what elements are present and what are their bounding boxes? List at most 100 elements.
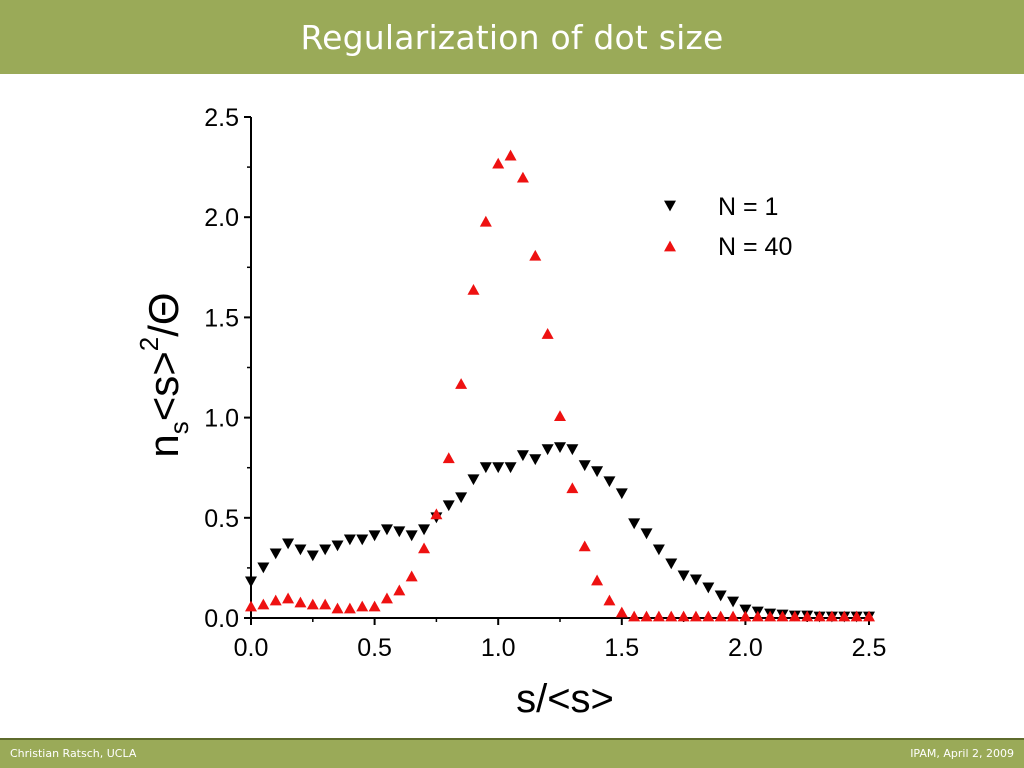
y-axis-title-sup: 2 xyxy=(134,337,164,351)
data-point xyxy=(615,488,628,500)
data-point xyxy=(356,600,369,612)
data-point xyxy=(578,540,591,552)
data-point xyxy=(405,570,418,582)
legend-label: N = 40 xyxy=(718,233,792,261)
data-point xyxy=(825,610,838,622)
y-tick-label: 1.0 xyxy=(204,405,239,433)
data-point xyxy=(714,590,727,602)
series-n-40 xyxy=(245,149,875,622)
data-point xyxy=(380,592,393,604)
y-tick-label: 0.5 xyxy=(204,505,239,533)
data-point xyxy=(727,596,740,608)
data-point xyxy=(764,610,777,622)
data-point xyxy=(442,452,455,464)
data-point xyxy=(467,474,480,486)
chart-series xyxy=(245,149,875,623)
data-point xyxy=(541,328,554,339)
x-tick-label: 0.5 xyxy=(357,634,392,662)
data-point xyxy=(319,544,332,556)
data-point xyxy=(294,596,307,608)
data-point xyxy=(739,610,752,622)
data-point xyxy=(430,508,443,520)
data-point xyxy=(257,598,270,610)
data-point xyxy=(751,610,764,622)
data-point xyxy=(628,518,641,530)
data-point xyxy=(356,534,369,546)
data-point xyxy=(529,454,542,466)
data-point xyxy=(306,550,319,562)
data-point xyxy=(603,594,616,606)
data-point xyxy=(492,462,505,474)
data-point xyxy=(566,444,579,456)
data-point xyxy=(455,378,468,389)
data-point xyxy=(405,530,418,542)
data-point xyxy=(566,482,579,494)
x-tick-label: 1.0 xyxy=(481,634,516,662)
data-point xyxy=(615,606,628,618)
y-axis-title: ns<s>2/Θ xyxy=(134,292,194,457)
data-point xyxy=(380,524,393,536)
data-point xyxy=(554,442,566,454)
y-axis-title-end: /Θ xyxy=(140,292,187,336)
data-point xyxy=(368,600,381,612)
y-axis-title-main: n xyxy=(140,434,187,457)
data-point xyxy=(677,610,690,622)
title-bar: Regularization of dot size xyxy=(0,0,1024,74)
data-point xyxy=(727,610,740,622)
data-point xyxy=(418,524,431,536)
data-point xyxy=(541,444,554,456)
y-tick-label: 2.5 xyxy=(204,104,239,132)
y-axis-title-middle: <s> xyxy=(140,351,187,421)
chart-legend: N = 1 N = 40 xyxy=(664,193,792,261)
data-point xyxy=(479,462,492,474)
data-point xyxy=(331,602,344,614)
legend-label: N = 1 xyxy=(718,193,778,221)
x-tick-label: 0.0 xyxy=(234,634,269,662)
data-point xyxy=(788,610,801,622)
series-n-1 xyxy=(245,442,875,623)
data-point xyxy=(294,544,307,556)
data-point xyxy=(257,562,270,574)
data-point xyxy=(393,526,406,538)
data-point xyxy=(319,598,332,610)
data-point xyxy=(838,610,851,622)
data-point xyxy=(591,466,604,478)
chart-axes: 0.0 0.5 1.0 1.5 2.0 2.5 0.0 0.5 1.0 1.5 2.0 2.5 xyxy=(204,104,886,662)
data-point xyxy=(850,610,863,622)
data-point xyxy=(689,574,702,586)
data-point xyxy=(393,584,406,596)
footer-event: IPAM, April 2, 2009 xyxy=(910,747,1014,760)
data-point xyxy=(516,171,529,183)
data-point xyxy=(603,476,616,488)
y-tick-label: 2.0 xyxy=(204,204,239,232)
data-point xyxy=(418,542,431,554)
data-point xyxy=(245,600,257,612)
data-point xyxy=(492,157,505,169)
data-point xyxy=(863,610,875,622)
y-tick-label: 0.0 xyxy=(204,605,239,633)
data-point xyxy=(652,610,665,622)
data-point xyxy=(554,410,566,421)
x-tick-label: 2.5 xyxy=(852,634,887,662)
y-axis-title-sub: s xyxy=(164,421,194,434)
data-point xyxy=(702,610,715,622)
data-point xyxy=(776,610,789,622)
data-point xyxy=(331,540,344,552)
data-point xyxy=(245,576,257,588)
data-point xyxy=(368,530,381,542)
legend-marker xyxy=(664,240,676,252)
data-point xyxy=(702,582,715,594)
svg-text:ns<s>2/Θ: ns<s>2/Θ xyxy=(134,292,194,457)
x-tick-label: 1.5 xyxy=(604,634,639,662)
data-point xyxy=(269,548,282,560)
data-point xyxy=(801,610,814,622)
data-point xyxy=(504,462,517,474)
x-tick-label: 2.0 xyxy=(728,634,763,662)
slide-title: Regularization of dot size xyxy=(300,17,724,57)
data-point xyxy=(813,610,826,622)
data-point xyxy=(640,528,653,540)
data-point xyxy=(677,570,690,582)
data-point xyxy=(343,534,356,546)
data-point xyxy=(282,538,295,550)
data-point xyxy=(652,544,665,556)
